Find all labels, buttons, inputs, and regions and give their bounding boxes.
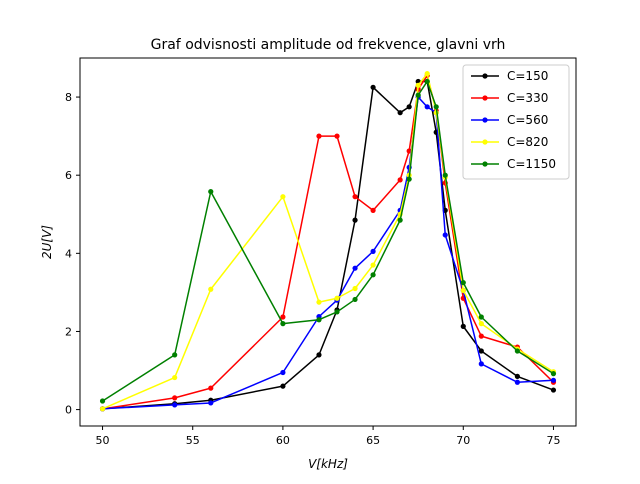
data-point bbox=[280, 314, 286, 320]
data-point bbox=[208, 286, 214, 292]
x-tick-label: 65 bbox=[366, 434, 380, 447]
data-point bbox=[370, 248, 376, 254]
legend-swatch-marker bbox=[482, 73, 488, 79]
data-point bbox=[550, 371, 557, 377]
y-tick-label: 6 bbox=[65, 169, 72, 182]
data-point bbox=[334, 133, 340, 139]
x-axis-label: V[kHz] bbox=[308, 457, 348, 471]
data-point bbox=[478, 321, 484, 327]
data-point bbox=[208, 385, 214, 391]
data-point bbox=[316, 352, 322, 358]
data-point bbox=[397, 217, 403, 223]
x-tick-label: 70 bbox=[456, 434, 470, 447]
data-point bbox=[370, 262, 376, 268]
legend-swatch-marker bbox=[482, 117, 488, 123]
data-point bbox=[406, 104, 412, 110]
data-point bbox=[514, 348, 520, 354]
y-axis-label: 2U[V] bbox=[40, 225, 54, 259]
data-point bbox=[460, 287, 466, 294]
data-point bbox=[424, 78, 430, 85]
data-point bbox=[424, 71, 430, 77]
data-point bbox=[172, 374, 178, 381]
chart-title: Graf odvisnosti amplitude od frekvence, … bbox=[151, 37, 506, 53]
data-point bbox=[460, 280, 466, 286]
plot-frame bbox=[79, 57, 577, 427]
legend-swatch-marker bbox=[482, 95, 488, 101]
data-point bbox=[397, 110, 403, 116]
legend-label: C=820 bbox=[507, 135, 548, 149]
data-point bbox=[370, 207, 376, 213]
x-tick-label: 50 bbox=[96, 434, 110, 447]
x-tick-label: 60 bbox=[276, 434, 290, 447]
data-point bbox=[316, 299, 322, 305]
data-point bbox=[370, 84, 376, 90]
data-point bbox=[397, 177, 403, 183]
data-point bbox=[478, 333, 484, 339]
data-point bbox=[478, 361, 484, 367]
legend-swatch-marker bbox=[482, 161, 488, 167]
data-point bbox=[433, 104, 439, 110]
data-point bbox=[334, 309, 340, 315]
x-tick-label: 55 bbox=[186, 434, 200, 447]
data-point bbox=[99, 398, 106, 404]
data-point bbox=[172, 402, 178, 408]
legend-label: C=1150 bbox=[507, 157, 556, 171]
data-point bbox=[208, 400, 214, 406]
data-point bbox=[334, 295, 340, 301]
data-point bbox=[280, 383, 286, 389]
data-point bbox=[370, 272, 376, 278]
data-point bbox=[514, 379, 520, 385]
series-line bbox=[102, 96, 554, 410]
y-tick-label: 0 bbox=[65, 404, 72, 417]
data-point bbox=[280, 194, 286, 200]
data-point bbox=[99, 406, 106, 412]
data-point bbox=[406, 176, 412, 182]
data-point bbox=[415, 82, 421, 88]
data-point bbox=[460, 323, 466, 329]
data-point bbox=[352, 296, 358, 303]
data-point bbox=[280, 369, 286, 376]
data-point bbox=[415, 92, 421, 98]
legend-item: C=1150 bbox=[471, 157, 556, 171]
y-tick-label: 4 bbox=[65, 247, 72, 260]
data-point bbox=[478, 348, 484, 354]
data-point bbox=[550, 377, 557, 383]
data-point bbox=[352, 194, 358, 200]
series-line bbox=[102, 72, 554, 410]
legend-box bbox=[462, 64, 570, 180]
x-tick-label: 75 bbox=[546, 434, 560, 447]
data-point bbox=[442, 172, 448, 178]
legend: C=150 C=330 C=560 C=820 C=1150 bbox=[462, 64, 570, 180]
legend-label: C=330 bbox=[507, 91, 548, 105]
data-point bbox=[514, 373, 520, 379]
legend-item: C=150 bbox=[471, 69, 548, 83]
plot-area: 50 55 60 65 70 75 0 2 4 6 8 bbox=[65, 71, 560, 447]
data-point bbox=[550, 387, 557, 393]
y-tick-label: 8 bbox=[65, 91, 72, 104]
series-line bbox=[102, 80, 554, 402]
series-line bbox=[102, 80, 554, 410]
legend-item: C=820 bbox=[471, 135, 548, 149]
data-point bbox=[352, 217, 358, 223]
data-point bbox=[424, 104, 430, 110]
legend-item: C=330 bbox=[471, 91, 548, 105]
data-point bbox=[352, 265, 358, 271]
legend-label: C=150 bbox=[507, 69, 548, 83]
data-point bbox=[280, 321, 286, 327]
y-tick-label: 2 bbox=[65, 325, 72, 338]
data-point bbox=[316, 133, 322, 139]
data-point bbox=[478, 314, 484, 320]
data-point bbox=[442, 232, 448, 238]
data-point bbox=[352, 285, 358, 292]
legend-item: C=560 bbox=[471, 113, 548, 127]
data-point bbox=[208, 189, 214, 195]
data-point bbox=[316, 317, 322, 323]
legend-label: C=560 bbox=[507, 113, 548, 127]
legend-swatch-marker bbox=[482, 139, 488, 145]
series-c-1150 bbox=[99, 78, 557, 404]
data-point bbox=[172, 395, 178, 401]
data-point bbox=[172, 352, 178, 358]
